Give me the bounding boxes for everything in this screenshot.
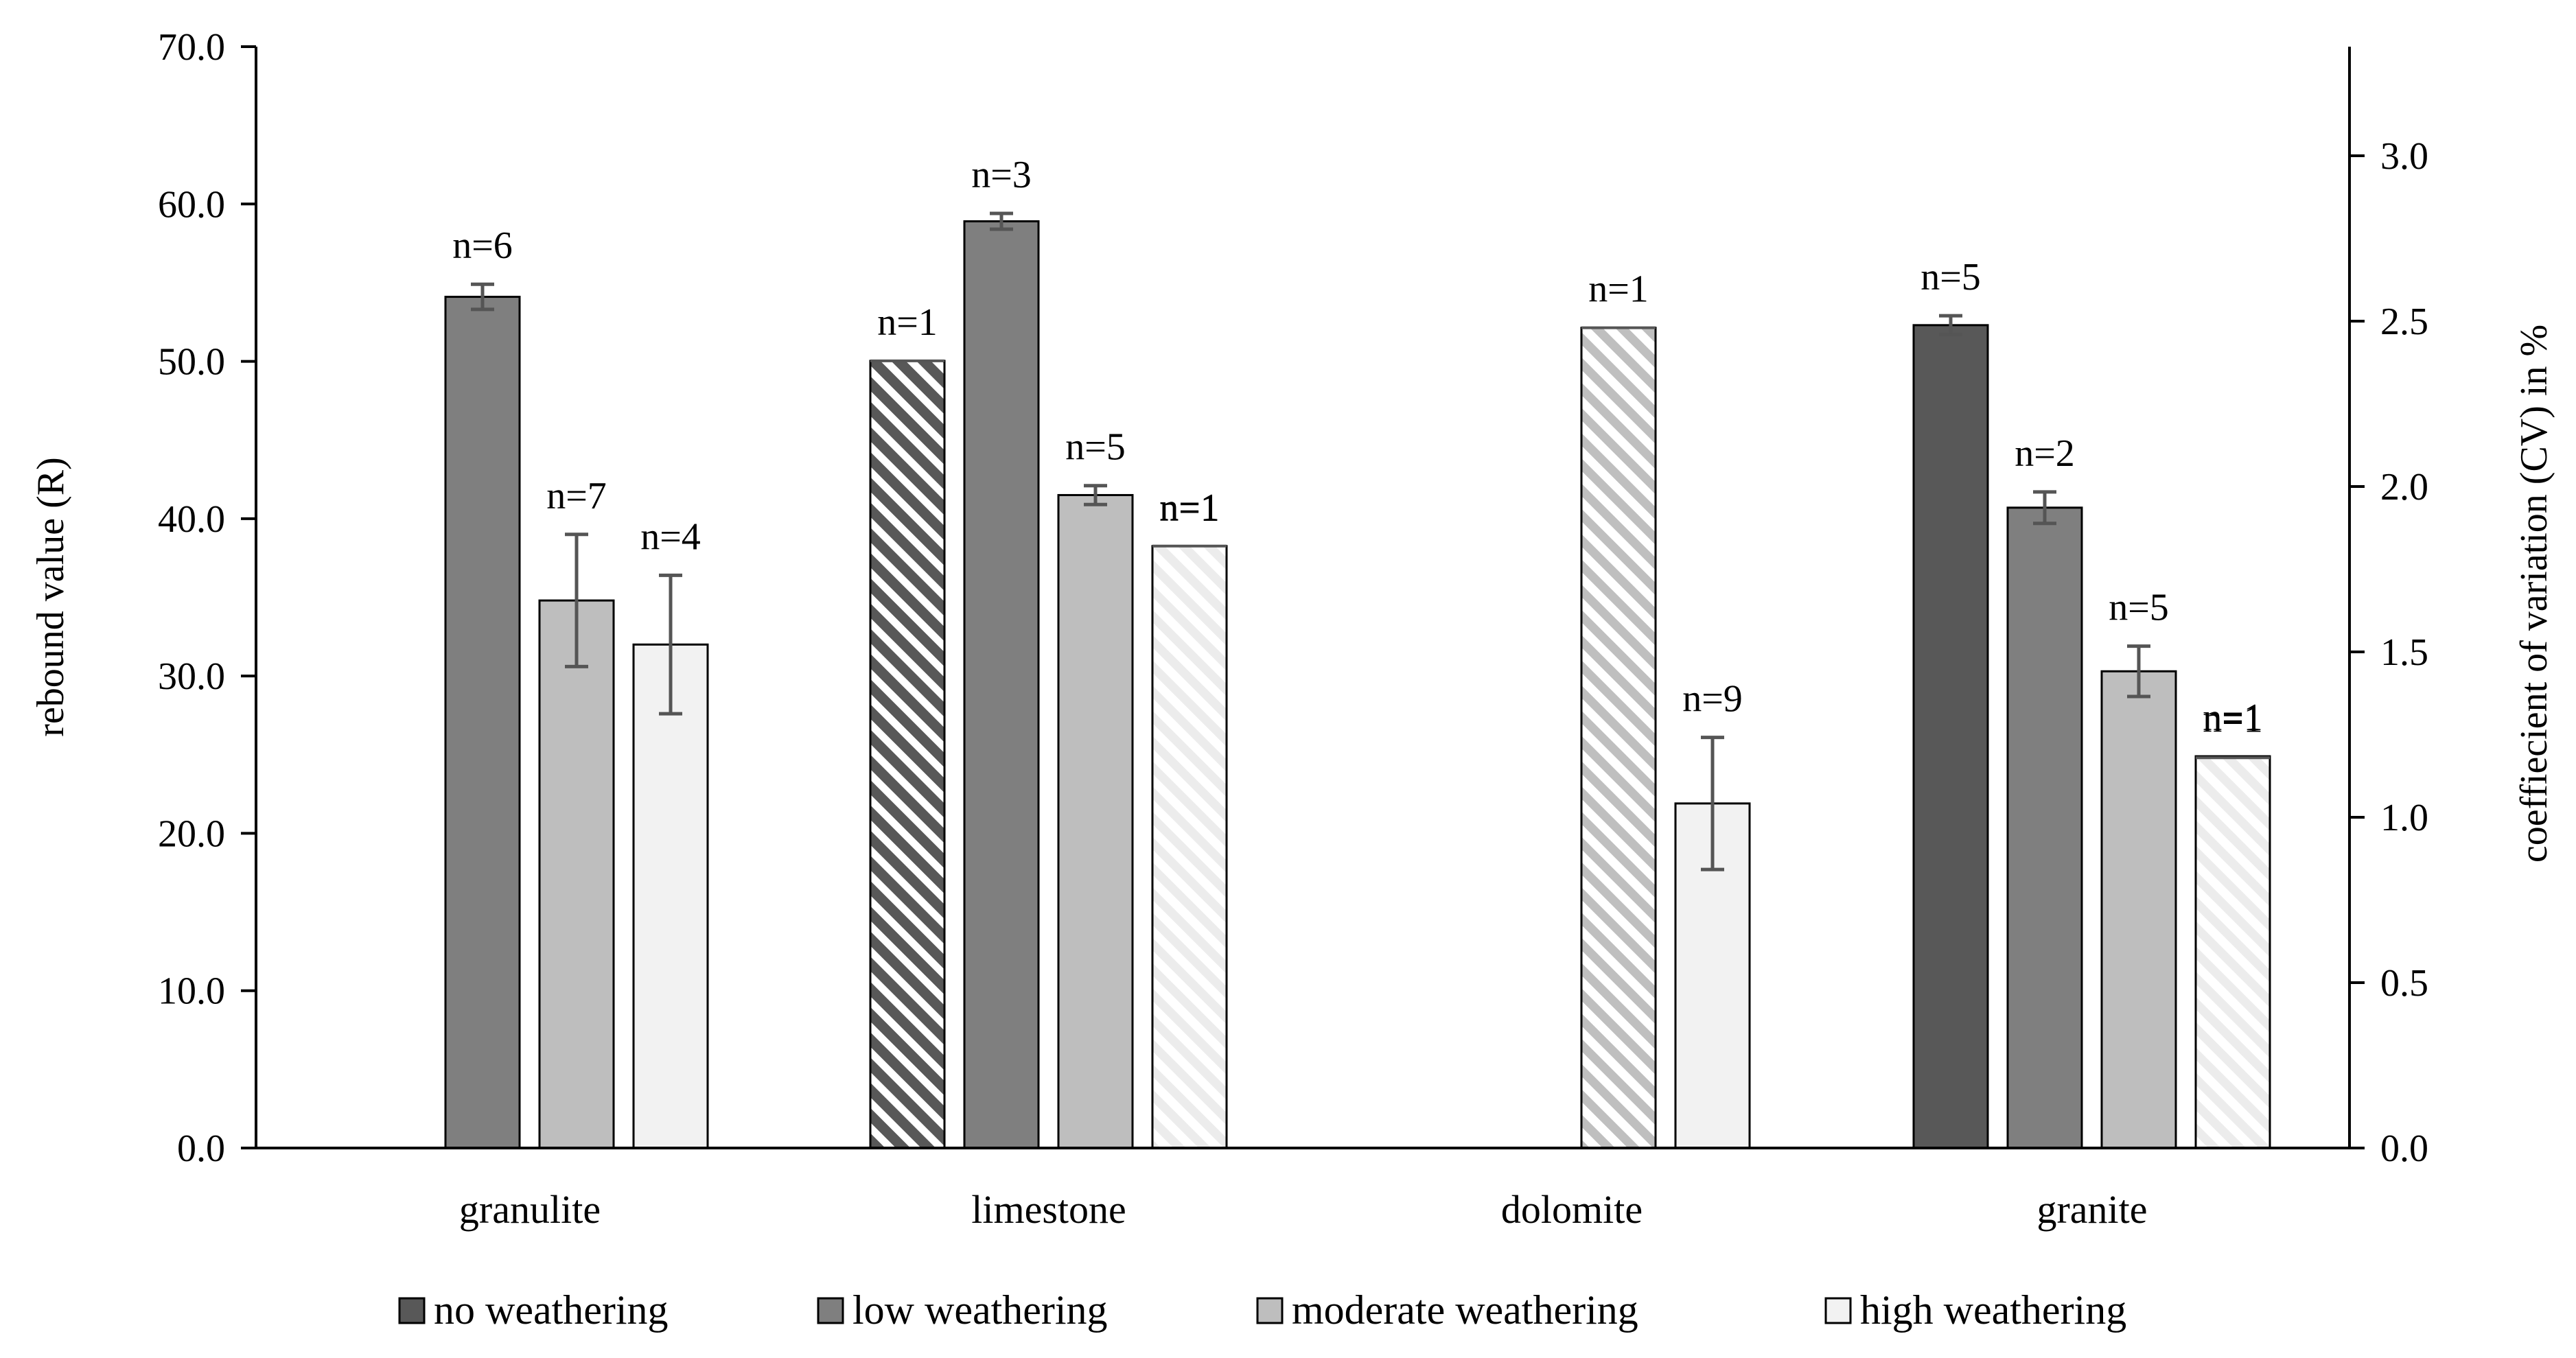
cv-bar-granite xyxy=(2194,756,2271,1149)
y2-axis-label: coeffiecient of variation (CV) in % xyxy=(2513,325,2555,863)
y2-tick-label: 1.5 xyxy=(2380,631,2428,674)
sample-count-label: n=9 xyxy=(1682,678,1743,721)
legend-swatch-low-weathering xyxy=(817,1297,844,1324)
y2-tick-label: 1.0 xyxy=(2380,797,2428,839)
y-tick-label: 40.0 xyxy=(158,498,225,541)
sample-count-label: n=1 xyxy=(1159,487,1220,530)
y-tick-label: 50.0 xyxy=(158,341,225,384)
y2-tick-label: 0.0 xyxy=(2380,1127,2428,1170)
legend-swatch-high-weathering xyxy=(1824,1297,1852,1324)
sample-count-label: n=4 xyxy=(640,515,701,558)
bar-moderate-weathering-granite xyxy=(2100,670,2177,1149)
bar-high-weathering-granulite xyxy=(632,643,709,1149)
y2-tick-label: 0.5 xyxy=(2380,962,2428,1005)
legend-label-no-weathering: no weathering xyxy=(434,1287,669,1333)
plot-area: n=5n=6n=3n=2n=7n=5n=5n=4n=1n=9 n=1n=1n=1n… xyxy=(444,154,2271,1149)
bar-moderate-weathering-granulite xyxy=(538,599,615,1149)
y2-tick-label: 2.5 xyxy=(2380,301,2428,343)
sample-count-label: n=1 xyxy=(1588,268,1649,311)
y-tick-label: 0.0 xyxy=(177,1127,225,1170)
legend-swatch-no-weathering xyxy=(398,1297,426,1324)
bar-moderate-weathering-limestone xyxy=(1057,493,1134,1149)
y-tick-label: 20.0 xyxy=(158,812,225,855)
sample-count-label: n=3 xyxy=(971,154,1032,196)
legend-label-moderate-weathering: moderate weathering xyxy=(1292,1287,1638,1333)
legend-swatch-moderate-weathering xyxy=(1256,1297,1284,1324)
sample-count-label: n=1 xyxy=(1159,487,1220,529)
category-label-granite: granite xyxy=(2037,1187,2147,1232)
sample-count-label: n=1 xyxy=(2203,696,2263,739)
bar-low-weathering-granite xyxy=(2006,506,2083,1149)
y-tick-label: 30.0 xyxy=(158,655,225,698)
sample-count-label: n=5 xyxy=(1065,426,1126,469)
bar-no-weathering-granite xyxy=(1912,324,1989,1149)
y-axis-label: rebound value (R) xyxy=(30,457,72,736)
cv-bar-dolomite xyxy=(1580,327,1657,1149)
y2-tick-label: 2.0 xyxy=(2380,466,2428,508)
y-tick-label: 60.0 xyxy=(158,183,225,226)
axes: 0.0 10.0 20.0 30.0 40.0 50.0 60.0 70.0 0.0 0.5 1.0… xyxy=(158,26,2428,1232)
sample-count-label: n=1 xyxy=(877,301,938,344)
legend-label-low-weathering: low weathering xyxy=(852,1287,1108,1333)
sample-count-label: n=5 xyxy=(2109,587,2169,629)
category-label-dolomite: dolomite xyxy=(1501,1187,1643,1232)
sample-count-label: n=7 xyxy=(546,475,607,517)
cv-bar-limestone xyxy=(1151,545,1228,1149)
cv-bar-limestone xyxy=(869,360,946,1149)
sample-count-label: n=6 xyxy=(452,224,513,267)
sample-count-label: n=1 xyxy=(2203,698,2263,740)
sample-count-label: n=5 xyxy=(1921,256,1981,298)
y-tick-label: 10.0 xyxy=(158,970,225,1013)
legend: no weathering low weathering moderate weat… xyxy=(398,1287,2126,1333)
y2-tick-label: 3.0 xyxy=(2380,135,2428,178)
category-label-granulite: granulite xyxy=(459,1187,601,1232)
sample-count-label: n=2 xyxy=(2015,432,2075,475)
y-tick-label: 70.0 xyxy=(158,26,225,69)
legend-label-high-weathering: high weathering xyxy=(1860,1287,2126,1333)
bar-low-weathering-granulite xyxy=(444,296,521,1149)
bar-low-weathering-limestone xyxy=(963,220,1040,1149)
category-label-limestone: limestone xyxy=(971,1187,1126,1232)
